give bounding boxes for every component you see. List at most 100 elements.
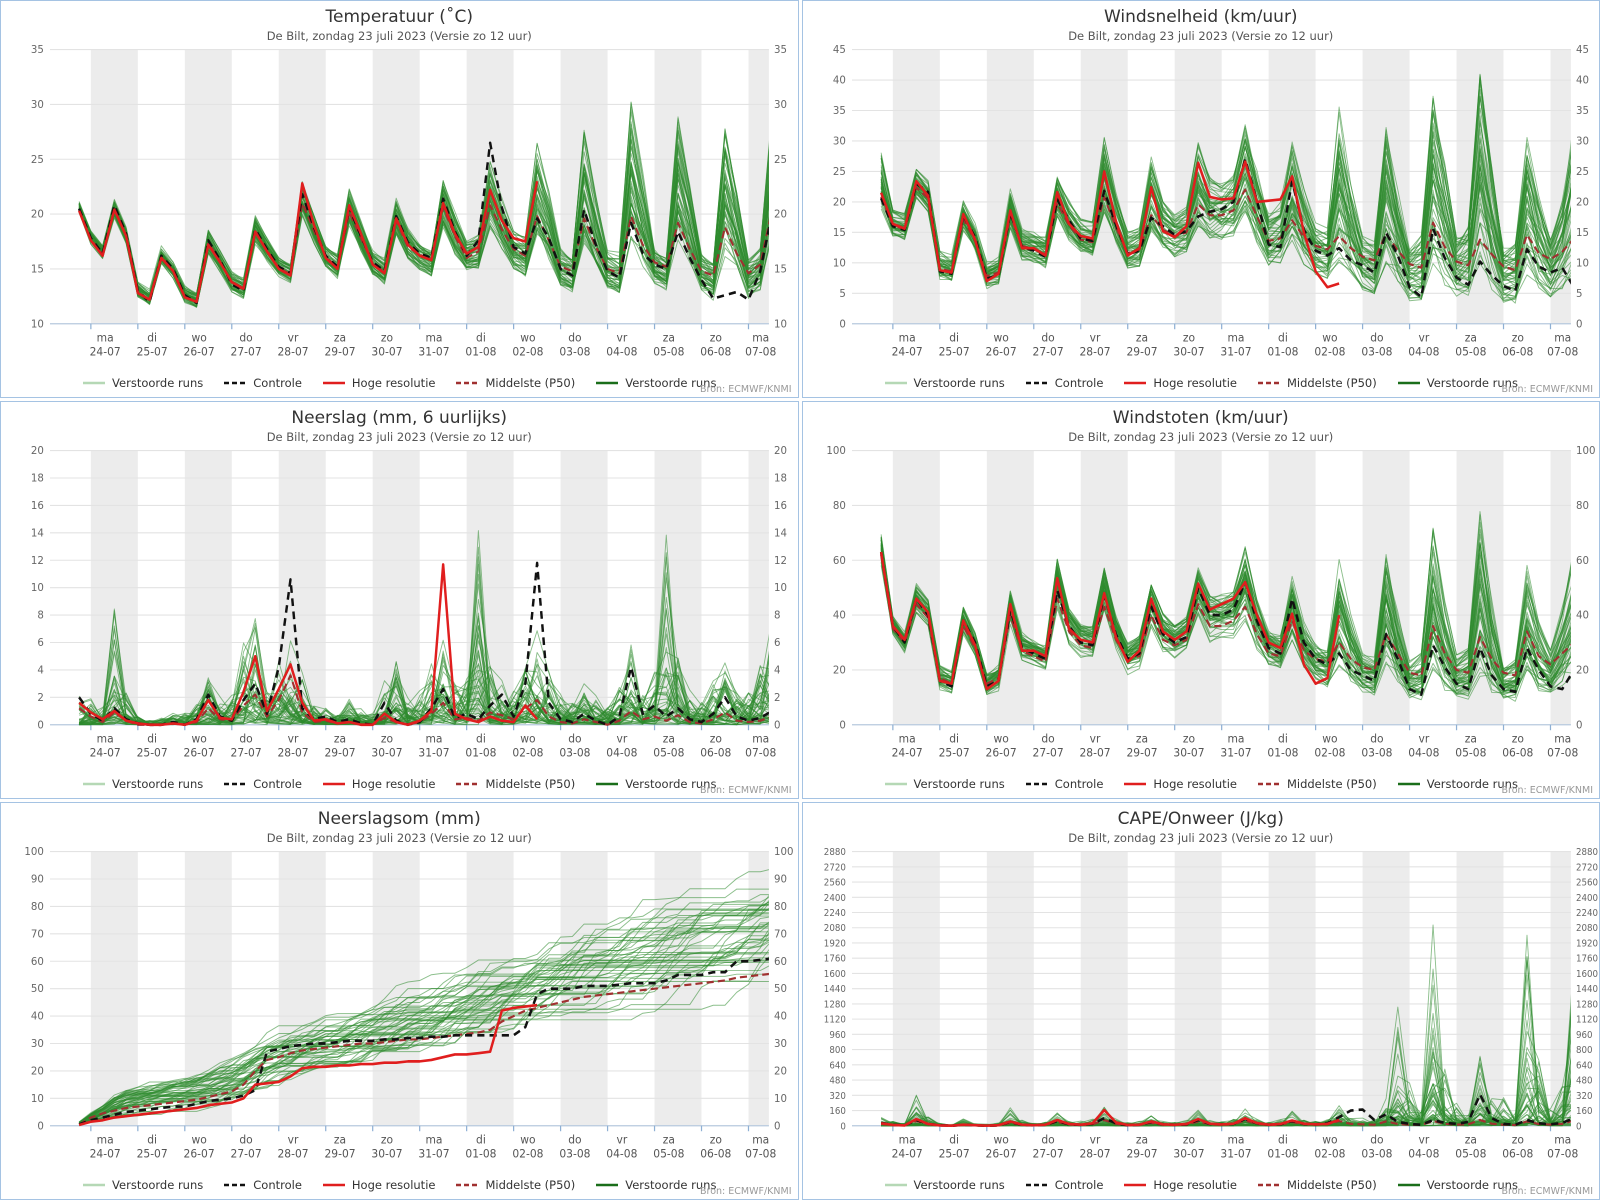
x-tick-dow: za: [334, 331, 346, 344]
y-tick-label-left: 2880: [823, 848, 845, 858]
x-tick-date: 30-07: [371, 1147, 402, 1160]
y-tick-label-right: 160: [1576, 1107, 1593, 1117]
x-tick-date: 24-07: [891, 746, 922, 759]
legend-label: Verstoorde runs: [913, 1178, 1005, 1192]
panel-title: Neerslagsom (mm): [317, 809, 481, 829]
x-tick-dow: ma: [1227, 732, 1244, 745]
legend-item: Middelste (P50): [1257, 1178, 1377, 1192]
legend-label: Controle: [253, 777, 302, 791]
y-tick-label-right: 10: [774, 318, 787, 330]
chart-svg: 0 0 160 160 320 320 480 480 640 640 800 800 960 960 11…: [823, 848, 1598, 1161]
y-tick-label-right: 640: [1576, 1061, 1593, 1071]
x-tick-dow: za: [663, 331, 675, 344]
y-tick-label-left: 18: [31, 472, 44, 484]
ensemble-member-line: [78, 901, 769, 1125]
y-tick-label-right: 480: [1576, 1076, 1593, 1086]
y-tick-label-left: 2: [37, 692, 43, 704]
day-band: [184, 49, 232, 324]
legend-swatch-solid-icon: [1397, 381, 1420, 385]
x-tick-dow: ma: [898, 1133, 915, 1146]
legend-swatch-dashed-icon: [1257, 1183, 1280, 1187]
y-tick-label-left: 16: [31, 500, 44, 512]
x-tick-dow: za: [334, 1133, 346, 1146]
x-tick-dow: zo: [381, 1133, 393, 1146]
legend-item: Verstoorde runs: [884, 777, 1005, 791]
x-tick-dow: vr: [288, 1133, 299, 1146]
plot-area-neerslag: 0 0 2 2 4 4 6 6 8 8 10 10 12 12 14 14 16 16 18 18 20 20 ma 24-0…: [1, 444, 798, 773]
x-tick-dow: di: [147, 331, 157, 344]
panel-subtitle: De Bilt, zondag 23 juli 2023 (Versie zo …: [1068, 29, 1334, 43]
legend-swatch-dashed-icon: [224, 381, 247, 385]
x-tick-date: 30-07: [1173, 746, 1204, 759]
y-tick-label-right: 10: [1576, 257, 1589, 269]
x-tick-dow: zo: [1511, 331, 1523, 344]
x-tick-date: 24-07: [90, 345, 121, 358]
legend-swatch-solid-icon: [596, 381, 619, 385]
legend-swatch-dashed-icon: [1025, 381, 1048, 385]
panel-subtitle: De Bilt, zondag 23 juli 2023 (Versie zo …: [1068, 430, 1334, 444]
x-tick-date: 27-07: [1032, 345, 1063, 358]
legend-label: Verstoorde runs: [112, 1178, 204, 1192]
y-tick-label-left: 25: [31, 153, 44, 165]
legend-label: Verstoorde runs: [625, 376, 717, 390]
y-tick-label-right: 12: [774, 554, 787, 566]
x-tick-dow: zo: [1511, 732, 1523, 745]
legend: Verstoorde runs Controle Hoge resolutie Mid…: [1, 372, 798, 394]
x-tick-dow: do: [1041, 331, 1055, 344]
x-tick-dow: ma: [752, 331, 769, 344]
x-tick-dow: do: [1370, 331, 1384, 344]
p50-line: [78, 972, 769, 1126]
legend-item: Controle: [223, 777, 302, 791]
legend-item: Controle: [1025, 777, 1103, 791]
legend-swatch-solid-icon: [1124, 782, 1147, 786]
x-tick-dow: vr: [288, 331, 299, 344]
y-tick-label-right: 0: [1576, 719, 1583, 731]
y-tick-label-left: 60: [832, 554, 845, 566]
y-tick-label-right: 45: [1576, 44, 1589, 56]
legend-label: Verstoorde runs: [112, 376, 204, 390]
x-tick-date: 25-07: [938, 1147, 969, 1160]
source-credit: Bron: ECMWF/KNMI: [1501, 785, 1594, 796]
y-tick-label-right: 800: [1576, 1046, 1593, 1056]
x-tick-dow: wo: [520, 331, 536, 344]
legend-item: Verstoorde runs: [82, 376, 203, 390]
legend-swatch-solid-icon: [1397, 782, 1420, 786]
ensemble-member-line: [880, 175, 1571, 299]
y-tick-label-right: 70: [774, 928, 787, 940]
x-tick-date: 25-07: [938, 746, 969, 759]
x-tick-date: 07-08: [1547, 746, 1578, 759]
x-tick-date: 05-08: [1455, 345, 1486, 358]
legend-item: Verstoorde runs: [1397, 376, 1518, 390]
y-tick-label-right: 60: [1576, 554, 1589, 566]
y-tick-label-left: 70: [31, 928, 44, 940]
x-tick-date: 26-07: [985, 746, 1016, 759]
y-tick-label-right: 0: [1576, 318, 1583, 330]
x-tick-dow: di: [147, 732, 157, 745]
ensemble-member-line: [78, 869, 769, 1126]
ensemble-member-line: [78, 924, 769, 1125]
y-tick-label-left: 14: [31, 527, 44, 539]
x-tick-date: 05-08: [653, 345, 684, 358]
x-tick-dow: di: [476, 1133, 486, 1146]
x-tick-dow: do: [568, 732, 582, 745]
x-tick-dow: do: [239, 331, 253, 344]
y-tick-label-right: 60: [774, 955, 787, 967]
x-tick-date: 03-08: [559, 1147, 590, 1160]
y-tick-label-left: 10: [31, 318, 44, 330]
x-tick-date: 02-08: [1314, 746, 1345, 759]
legend: Verstoorde runs Controle Hoge resolutie Mid…: [1, 1174, 798, 1196]
legend-label: Hoge resolutie: [1153, 1178, 1237, 1192]
y-tick-label-right: 18: [774, 472, 787, 484]
ensemble-member-line: [880, 544, 1571, 682]
x-tick-dow: zo: [1182, 331, 1194, 344]
legend-item: Middelste (P50): [455, 376, 575, 390]
ensemble-member-line: [78, 921, 769, 1124]
x-tick-date: 02-08: [512, 345, 543, 358]
y-tick-label-right: 30: [774, 1038, 787, 1050]
day-band: [90, 49, 138, 324]
x-tick-dow: wo: [1322, 732, 1338, 745]
x-tick-dow: do: [1370, 732, 1384, 745]
x-tick-date: 04-08: [606, 746, 637, 759]
x-tick-dow: wo: [520, 732, 536, 745]
legend-label: Middelste (P50): [485, 777, 576, 791]
